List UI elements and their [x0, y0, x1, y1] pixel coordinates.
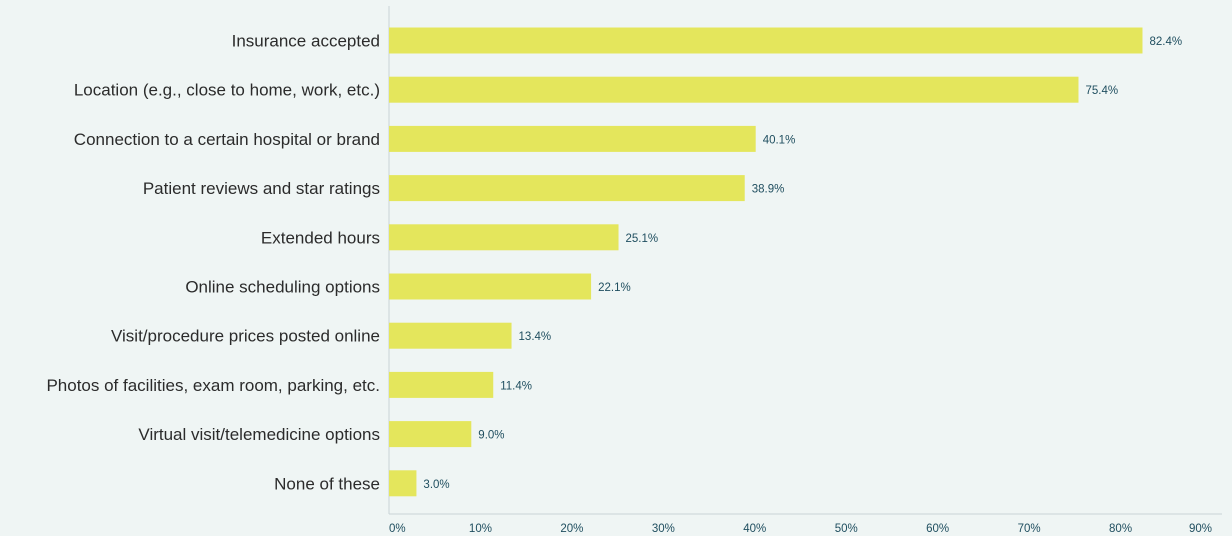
bar: [389, 224, 619, 251]
data-label: 9.0%: [478, 430, 504, 442]
x-tick-label: 30%: [652, 523, 675, 535]
data-label: 13.4%: [519, 331, 552, 343]
category-label: Photos of facilities, exam room, parking…: [46, 376, 380, 395]
ticks-layer: 0% 10% 20% 30% 40% 50% 60% 70% 80% 90%: [389, 523, 1212, 535]
data-label: 22.1%: [598, 282, 631, 294]
data-label: 11.4%: [500, 380, 532, 392]
x-tick-label: 60%: [926, 523, 949, 535]
x-tick-label: 70%: [1018, 523, 1041, 535]
bar: [389, 125, 756, 152]
bar: [389, 371, 494, 398]
data-label: 40.1%: [763, 134, 796, 146]
category-label: Virtual visit/telemedicine options: [138, 425, 380, 444]
labels-layer: Insurance accepted 82.4% Location (e.g., c…: [46, 32, 1182, 494]
category-label: Insurance accepted: [232, 32, 380, 51]
category-label: None of these: [274, 474, 380, 493]
data-label: 75.4%: [1085, 85, 1118, 97]
bar: [389, 273, 592, 300]
category-label: Visit/procedure prices posted online: [111, 327, 380, 346]
x-tick-label: 20%: [560, 523, 583, 535]
x-tick-label: 80%: [1109, 523, 1132, 535]
x-tick-label: 10%: [469, 523, 492, 535]
x-tick-label: 50%: [835, 523, 858, 535]
data-label: 25.1%: [626, 233, 659, 245]
x-tick-label: 0%: [389, 523, 406, 535]
x-tick-label: 40%: [743, 523, 766, 535]
bar: [389, 470, 417, 497]
category-label: Extended hours: [261, 228, 380, 247]
category-label: Online scheduling options: [185, 278, 380, 297]
bars-layer: [389, 27, 1143, 497]
x-tick-label: 90%: [1189, 523, 1212, 535]
category-label: Patient reviews and star ratings: [143, 179, 380, 198]
bar: [389, 421, 472, 448]
bar: [389, 322, 512, 349]
bar: [389, 27, 1143, 54]
data-label: 38.9%: [752, 184, 785, 196]
data-label: 82.4%: [1150, 36, 1183, 48]
data-label: 3.0%: [423, 479, 449, 491]
bar: [389, 175, 745, 202]
bar: [389, 76, 1079, 103]
category-label: Connection to a certain hospital or bran…: [74, 130, 380, 149]
category-label: Location (e.g., close to home, work, etc…: [74, 81, 380, 100]
